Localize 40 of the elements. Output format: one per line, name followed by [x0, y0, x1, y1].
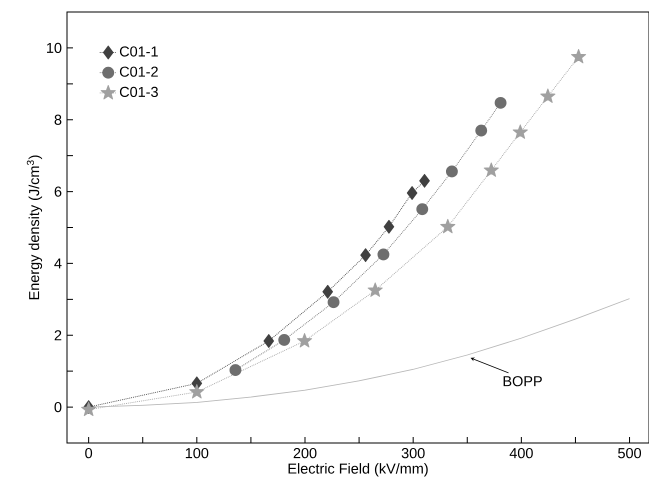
point [416, 203, 428, 216]
point [446, 166, 458, 178]
x-tick-label: 400 [510, 448, 533, 458]
y-tick-label: 0 [54, 402, 62, 412]
point [278, 334, 290, 346]
point [384, 220, 394, 234]
point [322, 284, 334, 299]
point [263, 334, 274, 348]
y-tick-label: 2 [54, 330, 62, 340]
legend-label: C01-2 [120, 66, 158, 77]
point [230, 364, 242, 376]
point [328, 296, 340, 308]
point [419, 174, 430, 188]
y-tick-label: 8 [54, 114, 62, 125]
point [360, 248, 371, 262]
point [378, 248, 390, 260]
x-tick-label: 0 [85, 448, 92, 458]
y-tick-label: 6 [54, 186, 62, 197]
x-axis-title: Electric Field (kV/mm) [288, 463, 428, 477]
point [406, 186, 418, 200]
y-axis-title: Energy density (J/cm$^{3}$) [26, 155, 42, 300]
x-tick-label: 100 [186, 448, 208, 458]
point [440, 218, 456, 234]
point [571, 48, 586, 64]
point [189, 384, 204, 398]
x-tick-label: 300 [402, 448, 425, 458]
y-tick-label: 10 [47, 42, 62, 54]
point [475, 124, 488, 136]
legend-label: C01-3 [120, 86, 158, 98]
x-tick-label: 500 [618, 448, 642, 458]
point [512, 124, 528, 139]
point [494, 96, 507, 109]
point [297, 333, 312, 348]
legend-label: C01-1 [120, 46, 158, 57]
point [484, 162, 499, 177]
point [540, 88, 556, 103]
x-tick-label: 200 [294, 448, 316, 458]
annotation: BOPP [504, 376, 542, 386]
point [368, 282, 383, 297]
y-tick-label: 4 [54, 258, 62, 268]
